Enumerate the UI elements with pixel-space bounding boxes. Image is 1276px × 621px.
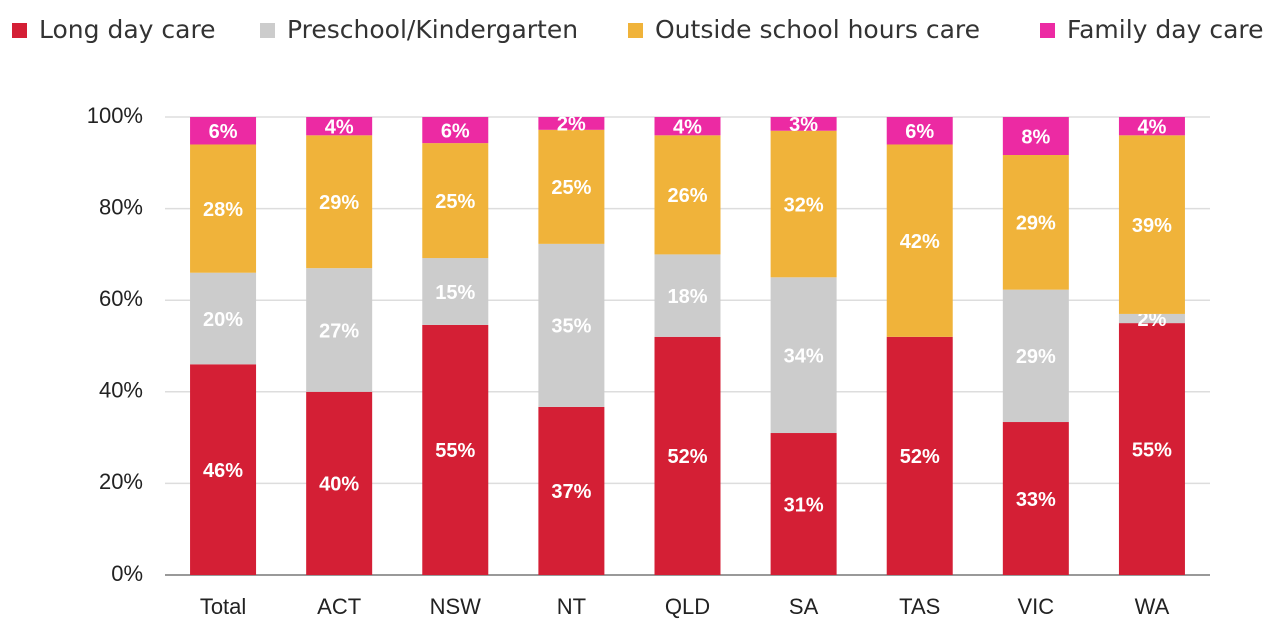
bar-segment [654,135,721,255]
data-label: 8% [1021,126,1050,148]
x-tick-label: SA [789,594,819,619]
bar-segment [770,433,837,575]
bar-segment [306,135,373,269]
data-label: 32% [784,194,824,216]
data-label: 4% [325,116,354,138]
y-tick-label: 20% [99,469,143,494]
bar-segment [538,406,605,575]
data-label: 37% [551,481,591,503]
y-tick-label: 100% [87,103,143,128]
data-label: 25% [551,177,591,199]
bar-segment [1002,117,1069,156]
y-tick-label: 80% [99,194,143,219]
bar-segment [886,144,953,337]
data-label: 31% [784,494,824,516]
bar-segment [422,258,489,325]
bar-segment [1002,289,1069,423]
bar-segment [886,336,953,575]
bar-segment [654,336,721,575]
data-label: 18% [667,286,707,308]
legend-swatch [628,23,643,38]
bar-segment [190,272,257,365]
bar-segment [190,117,257,145]
data-label: 52% [900,446,940,468]
bar-segment [306,268,373,392]
bar-segment [1002,422,1069,575]
data-label: 25% [435,191,475,213]
data-label: 6% [441,120,470,142]
bar-segment [306,391,373,575]
data-label: 6% [905,121,934,143]
data-label: 40% [319,474,359,496]
x-tick-label: Total [200,594,246,619]
data-label: 34% [784,345,824,367]
bar-segment [422,324,489,575]
bar-segment [538,243,605,407]
bar-segment [770,130,837,278]
bar-segment [654,117,721,136]
data-label: 33% [1016,489,1056,511]
legend-label: Preschool/Kindergarten [287,15,578,44]
data-label: 26% [667,185,707,207]
bar-segment [1118,135,1185,314]
bar-segment [538,117,605,130]
x-tick-label: TAS [899,594,940,619]
bar-segment [1118,323,1185,575]
y-tick-label: 60% [99,286,143,311]
bar-segment [1002,155,1069,290]
bar-segment [422,117,489,144]
bar-segment [886,117,953,145]
x-tick-label: ACT [317,594,361,619]
bar-segment [654,254,721,337]
bar-segment [422,143,489,259]
x-tick-label: NT [557,594,586,619]
data-label: 29% [319,192,359,214]
data-label: 35% [551,316,591,338]
bar-segment [770,117,837,131]
data-label: 4% [1137,116,1166,138]
bar-segment [1118,313,1185,324]
x-tick-label: WA [1135,594,1170,619]
bar-segment [190,144,257,273]
legend-label: Outside school hours care [655,15,980,44]
bar-segment [1118,117,1185,136]
bar-segment [770,277,837,434]
bar-segment [538,129,605,244]
data-label: 27% [319,320,359,342]
x-tick-label: NSW [430,594,482,619]
data-label: 2% [557,114,586,136]
data-label: 39% [1132,215,1172,237]
data-label: 2% [1137,309,1166,331]
data-label: 55% [1132,439,1172,461]
data-label: 52% [667,446,707,468]
bar-segment [190,364,257,575]
data-label: 42% [900,231,940,253]
data-label: 29% [1016,346,1056,368]
legend-swatch [12,23,27,38]
data-label: 55% [435,440,475,462]
x-tick-label: QLD [665,594,710,619]
data-label: 20% [203,309,243,331]
y-tick-label: 0% [111,561,143,586]
data-label: 29% [1016,213,1056,235]
data-label: 15% [435,282,475,304]
data-label: 3% [789,114,818,136]
x-tick-label: VIC [1017,594,1054,619]
data-label: 28% [203,199,243,221]
data-label: 6% [209,121,238,143]
y-tick-label: 40% [99,378,143,403]
legend-label: Long day care [39,15,216,44]
data-label: 46% [203,460,243,482]
legend-label: Family day care [1067,15,1264,44]
legend-swatch [260,23,275,38]
bar-segment [306,117,373,136]
legend-swatch [1040,23,1055,38]
data-label: 4% [673,116,702,138]
